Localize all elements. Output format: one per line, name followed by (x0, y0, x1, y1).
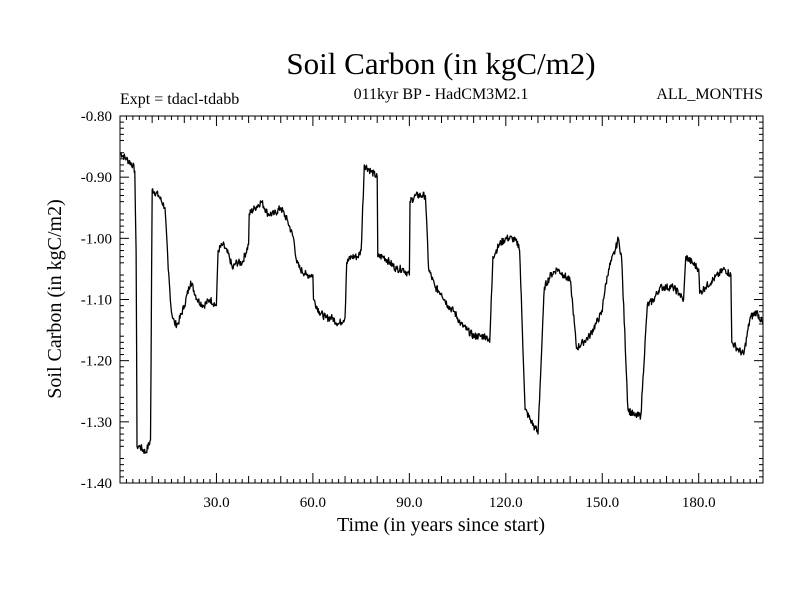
y-tick-label: -1.30 (81, 415, 112, 431)
x-axis-label: Time (in years since start) (337, 514, 545, 536)
x-tick-label: 60.0 (300, 495, 326, 511)
months-label: ALL_MONTHS (656, 86, 763, 103)
x-tick-label: 150.0 (585, 495, 619, 511)
axis-ticks (120, 115, 763, 484)
x-tick-label: 30.0 (203, 495, 229, 511)
y-tick-label: -0.80 (81, 109, 112, 125)
chart-title: Soil Carbon (in kgC/m2) (286, 46, 595, 81)
axis-tick-labels: 30.0 60.0 90.0 120.0 150.0 180.0 -0.80 -0.90 -1.… (81, 109, 716, 511)
y-tick-label: -1.40 (81, 476, 112, 492)
y-tick-label: -0.90 (81, 170, 112, 186)
soil-carbon-series-line (119, 152, 764, 455)
y-tick-label: -1.10 (81, 293, 112, 309)
y-tick-label: -1.00 (81, 231, 112, 247)
experiment-label: Expt = tdacl-tdabb (120, 91, 239, 108)
y-tick-label: -1.20 (81, 354, 112, 370)
x-tick-label: 90.0 (396, 495, 422, 511)
chart-subtitle: 011kyr BP - HadCM3M2.1 (354, 86, 529, 103)
y-axis-label: Soil Carbon (in kgC/m2) (44, 199, 66, 398)
x-tick-label: 180.0 (682, 495, 716, 511)
x-tick-label: 120.0 (489, 495, 523, 511)
